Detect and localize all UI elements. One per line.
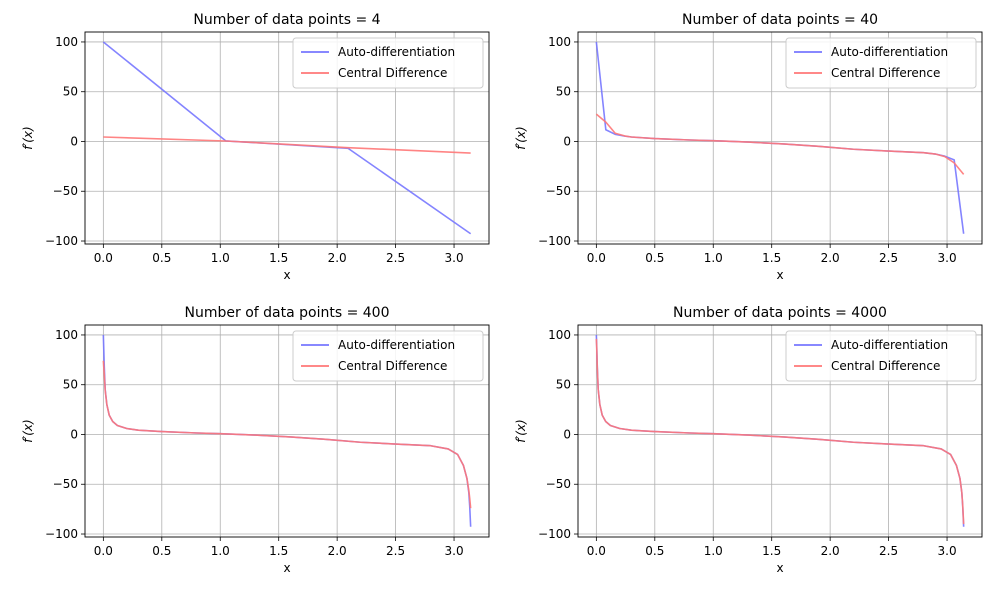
- y-axis-label: f′(x): [514, 419, 528, 442]
- legend: Auto-differentiation Central Difference: [785, 330, 977, 382]
- y-axis-label: f′(x): [21, 126, 35, 149]
- legend-entry: Central Difference: [831, 359, 940, 373]
- y-tick-label: 0: [563, 427, 571, 441]
- x-tick-label: 0.0: [94, 251, 113, 265]
- axes-frame: [84, 31, 490, 245]
- x-tick-label: 2.5: [879, 251, 898, 265]
- chart-title: Number of data points = 40: [682, 12, 878, 28]
- legend: Auto-differentiation Central Difference: [292, 330, 484, 382]
- axes-frame: [577, 324, 983, 538]
- x-tick-label: 0.0: [94, 544, 113, 558]
- subplot-2: 0.0 0.5 1.0 1.5 2.0 2.5 3.0 −100 −50 0 50 100 Number…: [514, 12, 983, 282]
- x-tick-label: 2.0: [328, 251, 347, 265]
- x-axis-label: x: [283, 561, 290, 575]
- x-tick-label: 3.0: [938, 544, 957, 558]
- y-tick-label: −100: [45, 527, 78, 541]
- x-axis-label: x: [776, 268, 783, 282]
- y-tick-label: −50: [546, 477, 571, 491]
- series-line-central-difference: [102, 360, 472, 509]
- x-tick-label: 0.0: [587, 544, 606, 558]
- axes-frame: [84, 324, 490, 538]
- x-tick-label: 2.5: [386, 251, 405, 265]
- y-tick-label: 100: [548, 35, 571, 49]
- x-tick-label: 0.5: [152, 251, 171, 265]
- y-axis-label: f′(x): [21, 419, 35, 442]
- x-tick-label: 3.0: [938, 251, 957, 265]
- legend-box: [292, 330, 484, 382]
- series-line-central-difference: [595, 113, 965, 175]
- y-tick-label: 0: [563, 134, 571, 148]
- x-tick-label: 1.0: [211, 251, 230, 265]
- y-tick-label: 50: [63, 85, 78, 99]
- y-tick-label: 0: [70, 134, 78, 148]
- subplot-4: 0.0 0.5 1.0 1.5 2.0 2.5 3.0 −100 −50 0 50 100 Number…: [514, 305, 983, 575]
- legend-entry: Central Difference: [338, 359, 447, 373]
- x-tick-label: 1.5: [269, 544, 288, 558]
- legend-entry: Auto-differentiation: [831, 338, 948, 352]
- legend-box: [292, 37, 484, 89]
- x-tick-label: 1.5: [762, 544, 781, 558]
- x-tick-label: 2.5: [879, 544, 898, 558]
- subplot-3: 0.0 0.5 1.0 1.5 2.0 2.5 3.0 −100 −50 0 50 100 Number…: [21, 305, 490, 575]
- legend-entry: Auto-differentiation: [338, 338, 455, 352]
- y-tick-label: 100: [55, 35, 78, 49]
- y-tick-label: −100: [538, 234, 571, 248]
- y-tick-label: 100: [548, 328, 571, 342]
- chart-title: Number of data points = 400: [185, 305, 390, 321]
- series-line-central-difference: [103, 136, 471, 154]
- x-tick-label: 2.5: [386, 544, 405, 558]
- legend: Auto-differentiation Central Difference: [292, 37, 484, 89]
- legend-box: [785, 330, 977, 382]
- y-tick-label: −100: [538, 527, 571, 541]
- axes-frame: [577, 31, 983, 245]
- x-tick-label: 2.0: [821, 251, 840, 265]
- x-tick-label: 3.0: [445, 544, 464, 558]
- chart-title: Number of data points = 4: [193, 12, 380, 28]
- x-tick-label: 0.0: [587, 251, 606, 265]
- y-tick-label: 50: [63, 378, 78, 392]
- legend-entry: Central Difference: [338, 66, 447, 80]
- legend: Auto-differentiation Central Difference: [785, 37, 977, 89]
- legend-box: [785, 37, 977, 89]
- x-axis-label: x: [776, 561, 783, 575]
- series-line-central-difference: [595, 338, 965, 525]
- legend-entry: Auto-differentiation: [338, 45, 455, 59]
- legend-entry: Auto-differentiation: [831, 45, 948, 59]
- y-tick-label: −50: [546, 184, 571, 198]
- y-axis-label: f′(x): [514, 126, 528, 149]
- legend-entry: Central Difference: [831, 66, 940, 80]
- x-tick-label: 0.5: [645, 251, 664, 265]
- x-tick-label: 3.0: [445, 251, 464, 265]
- x-tick-label: 1.0: [704, 251, 723, 265]
- x-tick-label: 2.0: [821, 544, 840, 558]
- y-tick-label: 0: [70, 427, 78, 441]
- x-tick-label: 1.5: [269, 251, 288, 265]
- y-tick-label: 50: [556, 85, 571, 99]
- x-tick-label: 0.5: [152, 544, 171, 558]
- subplot-1: 0.0 0.5 1.0 1.5 2.0 2.5 3.0 −100 −50 0 50 100 Number…: [21, 12, 490, 282]
- y-tick-label: −50: [53, 477, 78, 491]
- x-tick-label: 1.0: [704, 544, 723, 558]
- y-tick-label: 50: [556, 378, 571, 392]
- x-tick-label: 1.5: [762, 251, 781, 265]
- x-tick-label: 1.0: [211, 544, 230, 558]
- y-tick-label: 100: [55, 328, 78, 342]
- chart-title: Number of data points = 4000: [673, 305, 887, 321]
- x-axis-label: x: [283, 268, 290, 282]
- y-tick-label: −50: [53, 184, 78, 198]
- x-tick-label: 2.0: [328, 544, 347, 558]
- x-tick-label: 0.5: [645, 544, 664, 558]
- y-tick-label: −100: [45, 234, 78, 248]
